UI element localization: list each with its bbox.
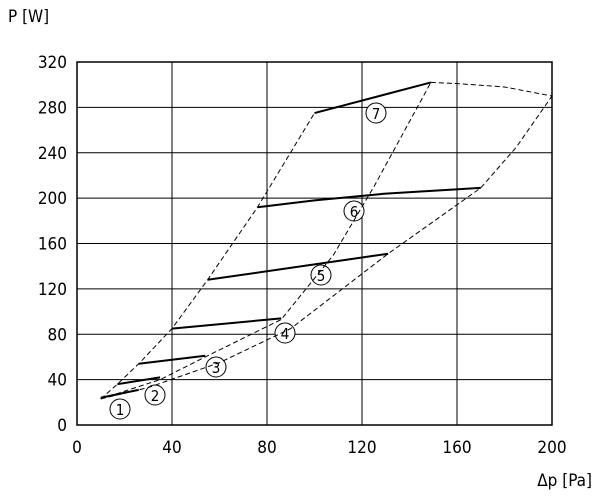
x-axis-label: Δp [Pa] [537,471,592,491]
plot-frame [76,61,553,426]
y-tick-label: 80 [48,325,67,345]
x-tick-label: 0 [72,438,82,458]
power-curve [207,252,389,281]
y-tick-label: 240 [38,144,67,164]
power-curve [138,354,206,365]
boundary-curve [100,112,315,400]
curve-label: 1 [116,401,125,419]
curve-label: 4 [281,325,290,343]
boundary-curve [430,81,553,97]
x-tick-label: 200 [537,438,566,458]
x-tick-label: 40 [162,438,181,458]
curve-label-circle [274,322,296,344]
boundary-curve [100,95,553,400]
power-curve [171,317,282,330]
y-tick-label: 40 [48,371,67,391]
y-tick-label: 280 [38,98,67,118]
curve-label-circle [109,398,131,420]
curve-label: 5 [317,267,326,285]
curve-label-circle [365,102,387,124]
y-tick-label: 200 [38,189,67,209]
y-tick-label: 0 [57,416,67,436]
curve-label: 6 [350,203,359,221]
x-tick-label: 80 [257,438,276,458]
power-curve [314,81,432,115]
y-tick-label: 320 [38,53,67,73]
curve-label: 3 [212,359,221,377]
curve-label: 7 [372,105,381,123]
curve-label: 2 [151,387,160,405]
curve-label-circle [205,356,227,378]
x-tick-label: 120 [347,438,376,458]
y-axis-label: P [W] [8,7,49,27]
power-curve [117,376,161,386]
x-tick-label: 160 [442,438,471,458]
y-tick-label: 120 [38,280,67,300]
y-tick-label: 160 [38,235,67,255]
curve-label-circle [310,264,332,286]
power-curve [257,186,481,209]
